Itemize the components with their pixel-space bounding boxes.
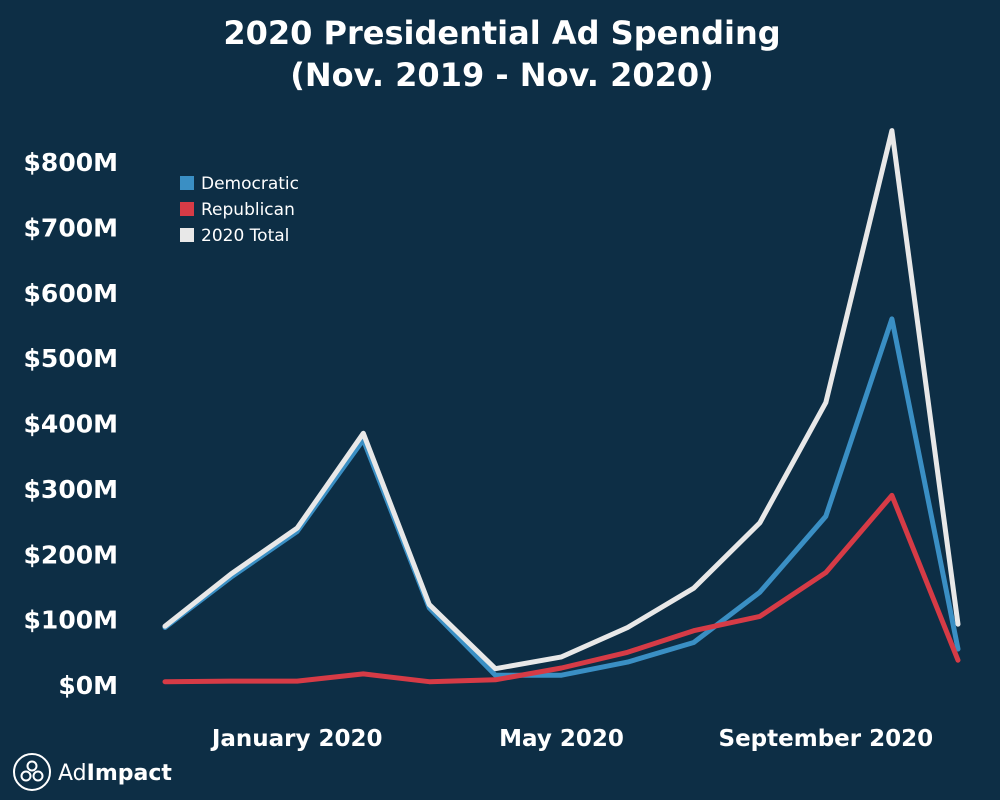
y-tick-label: $400M <box>24 410 118 439</box>
series-lines <box>162 128 961 685</box>
y-tick-label: $100M <box>24 606 118 635</box>
adimpact-logo: AdImpact <box>13 753 172 791</box>
y-tick-label: $0M <box>58 671 118 700</box>
y-tick-label: $700M <box>24 213 118 242</box>
x-tick-label: May 2020 <box>499 726 624 752</box>
x-tick-label: September 2020 <box>719 726 934 752</box>
svg-text:AdImpact: AdImpact <box>58 761 172 786</box>
legend: Democratic Republican 2020 Total <box>180 174 299 246</box>
legend-label: 2020 Total <box>201 226 289 246</box>
series-line-democratic <box>162 316 961 678</box>
logo-text-impact: Impact <box>87 761 173 786</box>
chart-title: 2020 Presidential Ad Spending <box>223 14 780 52</box>
y-tick-label: $500M <box>24 344 118 373</box>
y-tick-label: $600M <box>24 279 118 308</box>
x-axis-ticks: January 2020 May 2020 September 2020 <box>210 726 933 752</box>
series-line-2020-total <box>162 128 961 672</box>
y-tick-label: $300M <box>24 475 118 504</box>
series-line-republican <box>162 492 961 685</box>
legend-swatch <box>180 228 194 242</box>
x-tick-label: January 2020 <box>210 726 383 752</box>
logo-text-ad: Ad <box>58 761 87 786</box>
y-tick-label: $800M <box>24 148 118 177</box>
adimpact-logo-icon <box>13 753 51 791</box>
y-axis-ticks: $0M $100M $200M $300M $400M $500M $600M $700M $8… <box>24 148 118 700</box>
legend-swatch <box>180 176 194 190</box>
legend-label: Democratic <box>201 174 299 194</box>
y-tick-label: $200M <box>24 540 118 569</box>
legend-swatch <box>180 202 194 216</box>
chart-subtitle: (Nov. 2019 - Nov. 2020) <box>290 56 714 94</box>
legend-label: Republican <box>201 200 295 220</box>
